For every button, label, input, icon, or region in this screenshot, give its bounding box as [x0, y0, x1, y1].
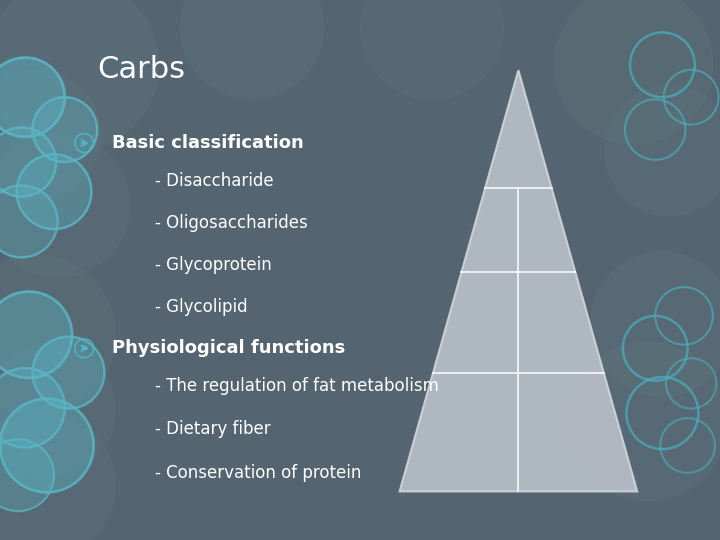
Ellipse shape — [590, 252, 720, 396]
Ellipse shape — [0, 255, 115, 414]
Ellipse shape — [0, 368, 65, 447]
Ellipse shape — [569, 342, 720, 501]
Ellipse shape — [0, 414, 115, 540]
Text: - Oligosaccharides: - Oligosaccharides — [155, 214, 307, 232]
Ellipse shape — [360, 0, 504, 99]
Ellipse shape — [17, 154, 91, 229]
Ellipse shape — [0, 127, 56, 197]
Polygon shape — [400, 70, 637, 491]
Ellipse shape — [0, 292, 72, 378]
Text: Carbs: Carbs — [97, 55, 185, 84]
Ellipse shape — [32, 97, 97, 162]
Ellipse shape — [32, 336, 104, 409]
Ellipse shape — [0, 439, 54, 511]
Ellipse shape — [0, 58, 65, 137]
Text: - Conservation of protein: - Conservation of protein — [155, 463, 361, 482]
Text: - Glycoprotein: - Glycoprotein — [155, 256, 271, 274]
Text: - Disaccharide: - Disaccharide — [155, 172, 274, 190]
Text: - Glycolipid: - Glycolipid — [155, 298, 248, 316]
Text: Physiological functions: Physiological functions — [112, 339, 345, 357]
Ellipse shape — [0, 185, 58, 258]
Ellipse shape — [554, 0, 713, 144]
Ellipse shape — [0, 70, 101, 200]
Ellipse shape — [180, 0, 324, 99]
Ellipse shape — [0, 0, 158, 151]
Text: - Dietary fiber: - Dietary fiber — [155, 420, 271, 438]
Ellipse shape — [0, 399, 94, 492]
Ellipse shape — [0, 346, 115, 475]
Text: - The regulation of fat metabolism: - The regulation of fat metabolism — [155, 377, 438, 395]
Text: Basic classification: Basic classification — [112, 134, 303, 152]
Ellipse shape — [605, 86, 720, 216]
Ellipse shape — [0, 133, 130, 277]
